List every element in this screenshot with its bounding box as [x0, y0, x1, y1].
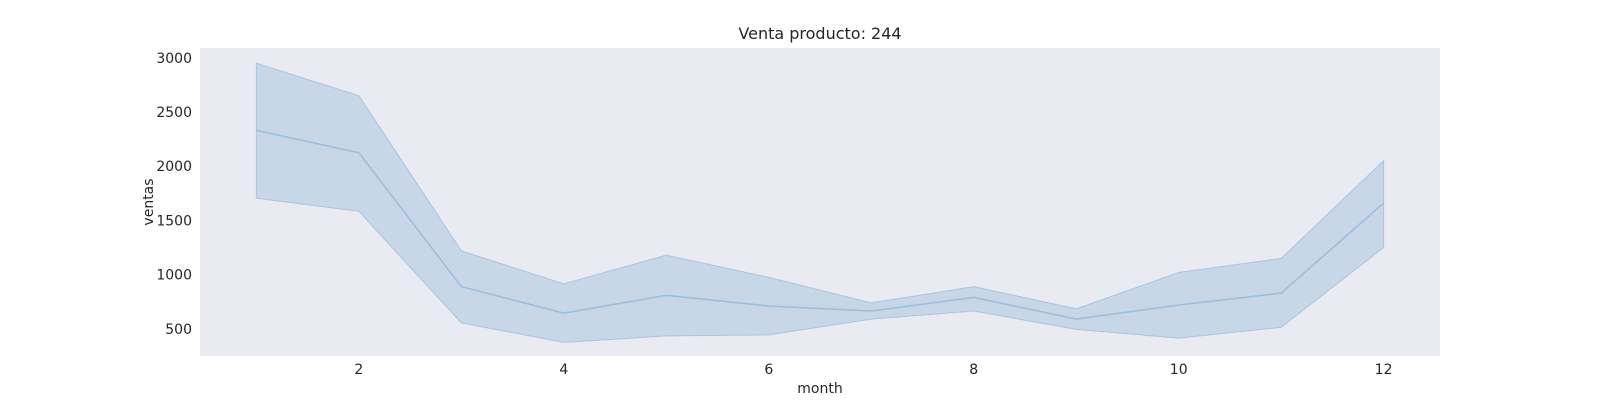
x-axis-label: month	[797, 381, 842, 397]
confidence-band-layer	[255, 62, 1385, 343]
series-line	[256, 129, 1385, 320]
y-tick-label: 500	[165, 322, 192, 338]
x-tick-label: 10	[1170, 362, 1188, 378]
x-tick-label: 2	[354, 362, 363, 378]
x-tick-label: 4	[559, 362, 568, 378]
y-axis-ticks: 500 1000 1500 2000 2500 3000	[156, 51, 192, 338]
series-line-layer	[256, 129, 1385, 320]
y-axis-label: ventas	[141, 178, 157, 225]
y-tick-label: 2000	[156, 159, 192, 175]
confidence-band	[255, 62, 1385, 343]
y-tick-label: 3000	[156, 51, 192, 67]
y-tick-label: 1500	[156, 213, 192, 229]
x-tick-label: 12	[1375, 362, 1393, 378]
chart-title: Venta producto: 244	[738, 24, 901, 43]
y-tick-label: 1000	[156, 268, 192, 284]
x-axis-ticks: 2 4 6 8 10 12	[354, 362, 1392, 378]
x-tick-label: 8	[969, 362, 978, 378]
x-tick-label: 6	[764, 362, 773, 378]
y-tick-label: 2500	[156, 105, 192, 121]
